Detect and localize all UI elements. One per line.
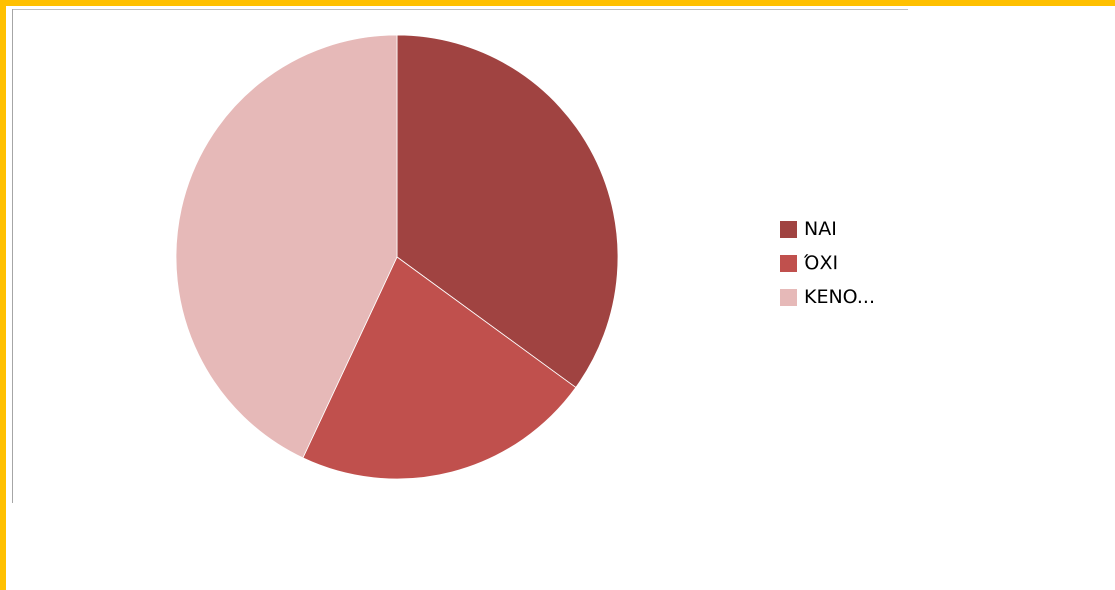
legend-item-keno: KENO...	[780, 280, 875, 314]
chart-border-top	[12, 9, 908, 10]
window-left-border	[0, 0, 6, 590]
legend-item-nai: NAI	[780, 212, 875, 246]
legend-label-oxi: ΌΧΙ	[804, 252, 839, 274]
window-top-border	[0, 0, 1115, 6]
legend-swatch-keno	[780, 288, 797, 306]
chart-legend: NAI ΌΧΙ KENO...	[780, 212, 875, 314]
chart-border-left	[12, 9, 13, 503]
legend-swatch-nai	[780, 220, 797, 238]
legend-label-nai: NAI	[804, 218, 837, 240]
legend-swatch-oxi	[780, 254, 797, 272]
legend-item-oxi: ΌΧΙ	[780, 246, 875, 280]
legend-label-keno: KENO...	[804, 286, 875, 308]
pie-slice-nai	[396, 34, 619, 389]
pie-slice-keno	[175, 34, 398, 459]
